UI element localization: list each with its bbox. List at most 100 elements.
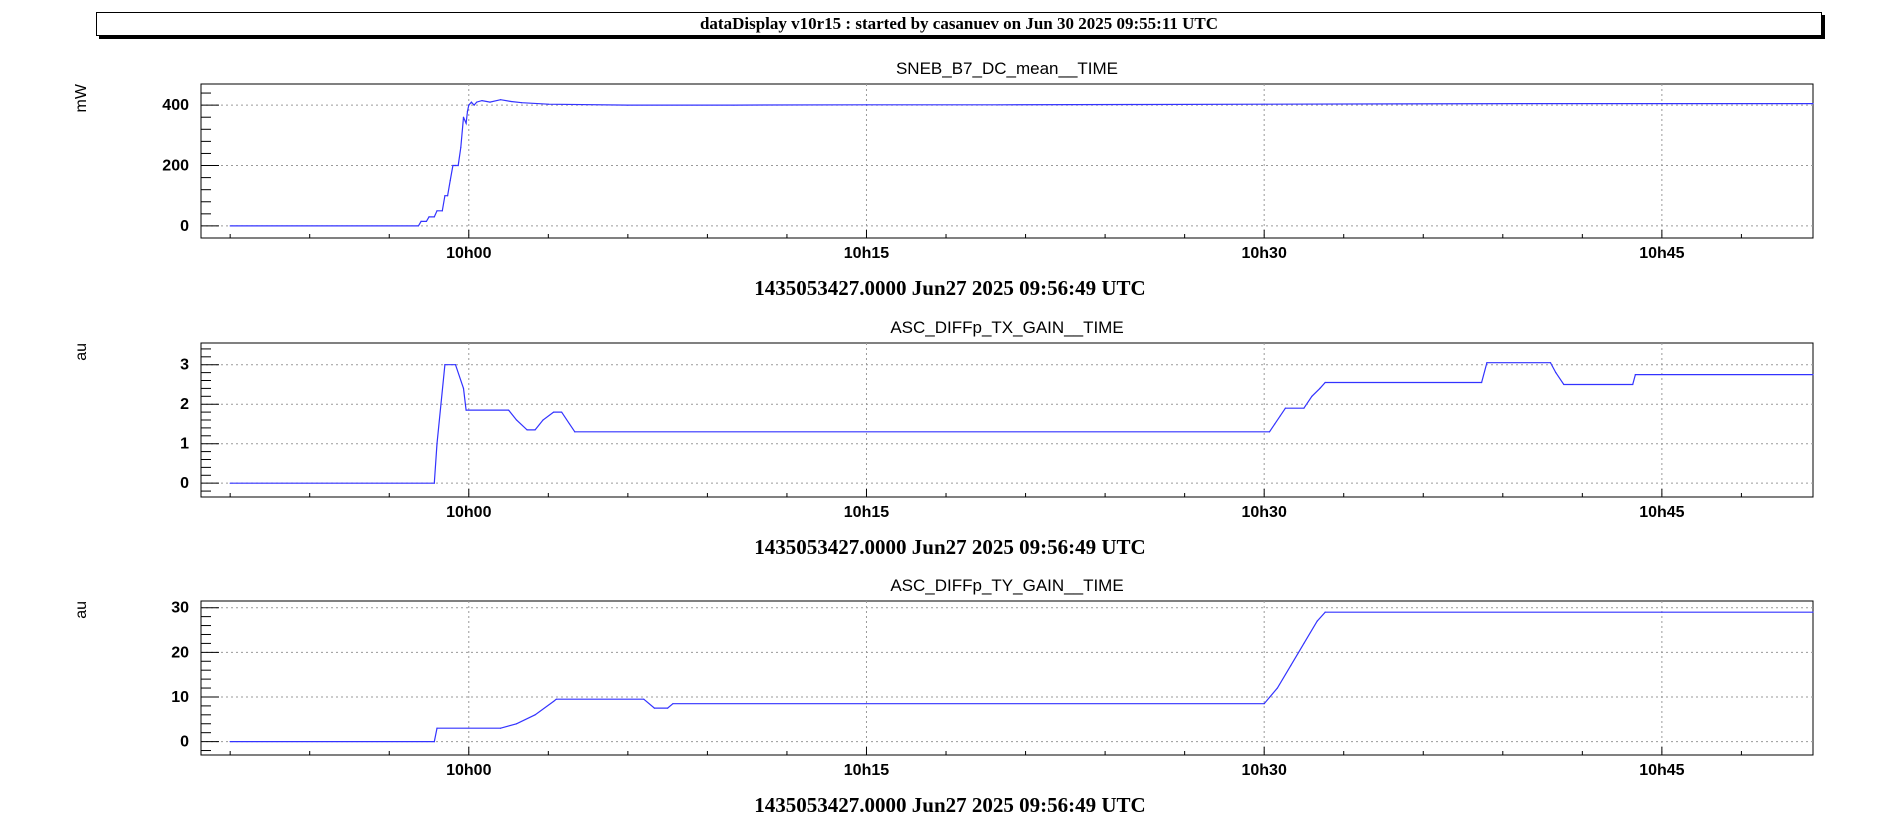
chart-3-ylabel: au	[73, 601, 90, 619]
chart-1-data-point	[460, 146, 462, 149]
chart-2-data-point	[454, 364, 457, 366]
chart-2-ylabel: au	[73, 343, 90, 361]
chart-3-data-point	[515, 723, 518, 725]
chart-2-data-point	[436, 443, 438, 445]
chart-1-data-point	[489, 101, 491, 103]
chart-3-data-point	[667, 707, 669, 709]
chart-1-plot-frame	[200, 83, 1814, 239]
chart-1-data-point	[417, 225, 420, 227]
chart-1-data-point	[998, 104, 1000, 106]
chart-3-data-point	[436, 727, 438, 729]
chart-2-data-point	[229, 482, 231, 484]
chart-2-y-tick-label: 1	[180, 436, 189, 453]
chart-2-data-point	[553, 411, 555, 413]
chart-3-title: ASC_DIFFp_TY_GAIN__TIME	[890, 576, 1123, 595]
chart-1-data-point	[470, 101, 473, 103]
chart-1-data-point	[452, 164, 454, 167]
chart-3-data-point	[672, 703, 674, 705]
chart-3-plot-frame	[200, 600, 1814, 756]
chart-1-data-point	[457, 164, 459, 167]
chart-1-data-point	[865, 104, 868, 106]
chart-3-data-point	[653, 707, 655, 709]
chart-2-y-tick-label: 0	[180, 475, 189, 492]
chart-3-x-tick-label: 10h15	[844, 762, 889, 779]
chart-1-data-point	[466, 110, 469, 112]
chart-3-data-point	[553, 700, 555, 703]
chart-2-y-tick-label: 2	[180, 396, 189, 413]
chart-2-data-point	[1279, 415, 1281, 417]
chart-3-x-tick-label: 10h45	[1639, 762, 1684, 779]
chart-1-data-point	[449, 180, 451, 182]
chart-1-data-point	[499, 99, 502, 101]
chart-1-data-point	[1396, 103, 1398, 105]
chart-1-series-line-0	[230, 99, 1813, 227]
chart-3-y-tick-label: 30	[171, 600, 189, 617]
chart-2-data-point	[1549, 362, 1552, 364]
chart-1-data-point	[465, 122, 467, 124]
chart-3-data-point	[1263, 703, 1265, 705]
chart-2-data-point	[1303, 407, 1305, 409]
chart-3-data-point	[1303, 642, 1305, 645]
chart-3-y-tick-label: 0	[180, 734, 189, 751]
chart-1-data-point	[1131, 103, 1133, 106]
chart-2-data-point	[534, 429, 536, 431]
chart-2-data-point	[1634, 373, 1636, 376]
chart-2-data-point	[1284, 407, 1286, 409]
chart-2-series-line-0	[230, 362, 1813, 484]
chart-1-data-point	[481, 100, 483, 102]
chart-2-data-point	[507, 409, 510, 411]
chart-2-data-point	[444, 364, 446, 366]
chart-2-data-point	[1555, 372, 1557, 374]
chart-1-data-point	[1661, 103, 1663, 105]
chart-1-x-tick-label: 10h30	[1241, 245, 1286, 262]
chart-1-x-tick-label: 10h15	[844, 245, 889, 262]
chart-1-data-point	[420, 220, 422, 222]
chart-1-data-point	[476, 101, 478, 103]
display-header: dataDisplay v10r15 : started by casanuev…	[96, 12, 1822, 36]
chart-1-data-point	[547, 103, 549, 105]
chart-3-x-tick-label: 10h30	[1241, 762, 1286, 779]
chart-1-data-point	[473, 104, 475, 106]
chart-3-data-point	[534, 714, 536, 716]
chart-3-data-point	[499, 727, 502, 729]
chart-3-xlabel: 1435053427.0000 Jun27 2025 09:56:49 UTC	[754, 793, 1145, 815]
chart-1-data-point	[462, 116, 465, 118]
chart-2-data-point	[1311, 395, 1313, 397]
chart-3-y-tick-label: 20	[171, 644, 189, 661]
chart-2-data-point	[1812, 373, 1814, 376]
chart-2-data-point	[1563, 383, 1565, 386]
chart-3-data-point	[1316, 620, 1318, 622]
chart-1-data-point	[428, 216, 430, 218]
chart-2-y-tick-label: 3	[180, 357, 189, 374]
chart-1-ylabel: mW	[73, 83, 90, 112]
chart-1-data-point	[436, 210, 438, 212]
chart-1-data-point	[425, 220, 427, 222]
chart-3-data-point	[433, 741, 435, 743]
chart-1-data-point	[433, 216, 435, 218]
chart-2-data-point	[1486, 362, 1488, 364]
chart-1-data-point	[627, 104, 629, 106]
chart-1-data-point	[441, 210, 443, 212]
chart-2-data-point	[542, 419, 544, 421]
chart-2-xlabel: 1435053427.0000 Jun27 2025 09:56:49 UTC	[754, 535, 1145, 559]
chart-2-data-point	[1324, 381, 1326, 384]
chart-2-x-tick-label: 10h45	[1639, 504, 1684, 521]
chart-2-data-point	[515, 419, 518, 421]
chart-2-title: ASC_DIFFp_TX_GAIN__TIME	[890, 318, 1123, 337]
chart-3-data-point	[643, 698, 645, 700]
chart-2-x-tick-label: 10h15	[844, 504, 889, 521]
chart-3-data-point	[1276, 687, 1279, 689]
chart-3-data-point	[1290, 665, 1292, 667]
chart-2-data-point	[1480, 381, 1483, 384]
chart-1-x-tick-label: 10h45	[1639, 245, 1684, 262]
chart-2-data-point	[433, 482, 435, 484]
chart-2-x-tick-label: 10h30	[1241, 504, 1286, 521]
chart-2-data-point	[574, 431, 576, 433]
chart-3-data-point	[229, 741, 231, 743]
chart-1-xlabel: 1435053427.0000 Jun27 2025 09:56:49 UTC	[754, 276, 1145, 300]
chart-3-data-point	[555, 698, 557, 700]
chart-1-data-point	[468, 104, 470, 106]
chart-2-plot-frame	[200, 342, 1814, 498]
chart-1-y-tick-label: 200	[162, 158, 189, 175]
